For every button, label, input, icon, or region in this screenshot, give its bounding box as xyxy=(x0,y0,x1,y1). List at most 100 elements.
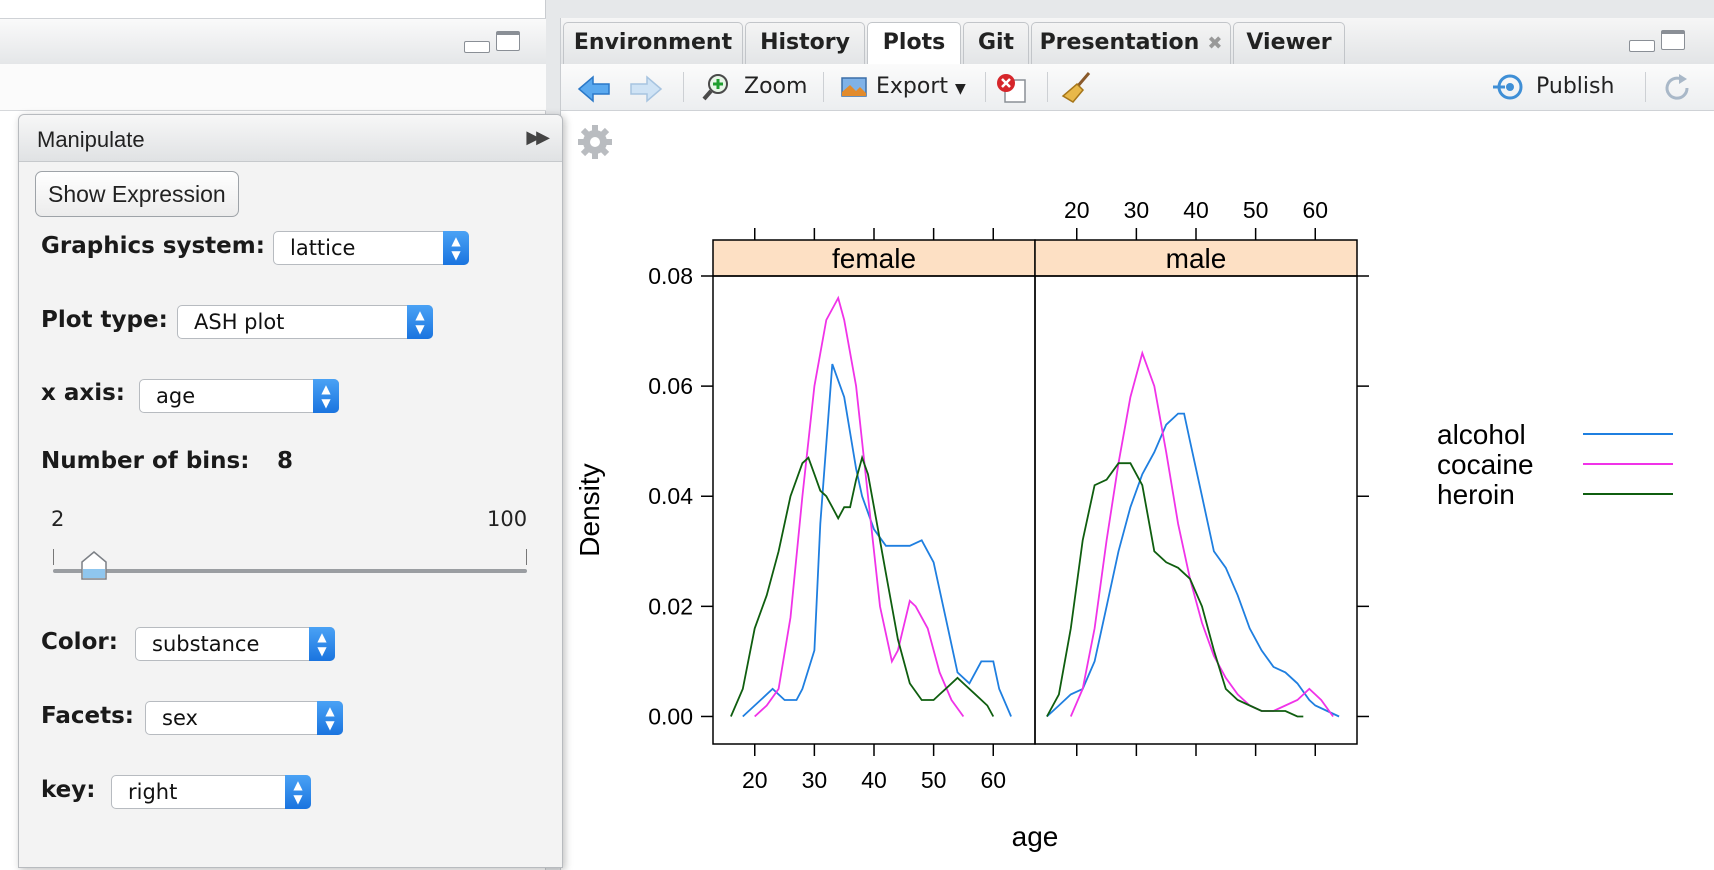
graphics-system-value: lattice xyxy=(290,236,356,260)
strip-label-male: male xyxy=(1166,243,1227,274)
minimize-icon[interactable] xyxy=(1629,40,1655,52)
tab-viewer[interactable]: Viewer xyxy=(1233,22,1345,64)
graphics-system-select[interactable]: lattice ▲ ▼ xyxy=(273,231,469,265)
plots-toolbar: Zoom Export ▼ Publi xyxy=(561,64,1714,111)
zoom-label: Zoom xyxy=(744,74,808,99)
line-female-alcohol xyxy=(742,363,1012,718)
tab-plots[interactable]: Plots xyxy=(867,22,961,65)
tab-history[interactable]: History xyxy=(745,22,865,64)
bins-slider-thumb[interactable] xyxy=(81,551,108,581)
forward-arrow-icon[interactable] xyxy=(629,72,663,106)
facets-select[interactable]: sex ▲ ▼ xyxy=(145,701,343,735)
source-pane-toolbar xyxy=(0,64,546,111)
export-button[interactable]: Export ▼ xyxy=(839,70,966,104)
line-female-cocaine xyxy=(754,295,965,718)
color-label: Color: xyxy=(41,629,118,655)
x-axis-value: age xyxy=(156,384,196,408)
minimize-icon[interactable] xyxy=(464,41,490,53)
maximize-icon[interactable] xyxy=(1661,30,1685,50)
clear-plots-broom-icon[interactable] xyxy=(1061,70,1095,104)
x-tick-label-bottom: 50 xyxy=(921,767,947,793)
line-male-cocaine xyxy=(1069,350,1334,718)
tab-presentation[interactable]: Presentation ✖ xyxy=(1031,22,1231,64)
color-value: substance xyxy=(152,632,260,656)
tab-git[interactable]: Git xyxy=(963,22,1029,64)
x-tick-label-top: 60 xyxy=(1302,197,1328,223)
refresh-icon[interactable] xyxy=(1661,71,1693,105)
y-tick-label: 0.04 xyxy=(648,483,693,509)
select-arrows-icon: ▲ ▼ xyxy=(285,775,311,809)
x-tick-label-bottom: 60 xyxy=(980,767,1006,793)
legend-label-cocaine: cocaine xyxy=(1437,449,1534,480)
collapse-icon[interactable]: ▶▶ xyxy=(526,127,550,147)
slider-min-tick xyxy=(53,549,54,565)
manipulate-header: Manipulate ▶▶ xyxy=(19,115,562,162)
strip-label-female: female xyxy=(832,243,916,274)
y-axis-label: Density xyxy=(574,463,605,556)
toolbar-separator xyxy=(1047,72,1048,102)
x-tick-label-bottom: 20 xyxy=(742,767,768,793)
x-axis-select[interactable]: age ▲ ▼ xyxy=(139,379,339,413)
gear-icon[interactable] xyxy=(575,122,615,162)
toolbar-separator xyxy=(683,72,684,102)
back-arrow-icon[interactable] xyxy=(577,72,611,106)
plot-type-value: ASH plot xyxy=(194,310,285,334)
key-label: key: xyxy=(41,777,96,803)
line-male-heroin xyxy=(1046,462,1304,718)
export-label: Export xyxy=(876,74,949,99)
select-arrows-icon: ▲ ▼ xyxy=(313,379,339,413)
select-arrows-icon: ▲ ▼ xyxy=(309,627,335,661)
x-tick-label-top: 40 xyxy=(1183,197,1209,223)
x-tick-label-bottom: 30 xyxy=(802,767,828,793)
source-pane-titlebar xyxy=(0,18,546,66)
line-male-alcohol xyxy=(1046,412,1340,718)
bins-slider[interactable] xyxy=(53,569,527,573)
zoom-button[interactable]: Zoom xyxy=(701,70,807,104)
zoom-icon xyxy=(702,74,728,101)
manipulate-title: Manipulate xyxy=(37,127,145,152)
number-of-bins-value: 8 xyxy=(277,448,294,474)
graphics-system-label: Graphics system: xyxy=(41,233,265,259)
remove-plot-icon[interactable] xyxy=(995,71,1029,105)
pane-tabbar: Environment History Plots Git Presentati… xyxy=(561,18,1714,65)
line-female-heroin xyxy=(730,454,995,717)
y-tick-label: 0.06 xyxy=(648,373,693,399)
legend-label-alcohol: alcohol xyxy=(1437,419,1526,450)
select-arrows-icon: ▲ ▼ xyxy=(407,305,433,339)
select-arrows-icon: ▲ ▼ xyxy=(443,231,469,265)
x-tick-label-top: 30 xyxy=(1124,197,1150,223)
publish-icon xyxy=(1493,74,1523,100)
x-axis-label: x axis: xyxy=(41,380,125,406)
select-arrows-icon: ▲ ▼ xyxy=(317,701,343,735)
x-tick-label-bottom: 40 xyxy=(861,767,887,793)
tab-environment[interactable]: Environment xyxy=(563,22,743,64)
y-tick-label: 0.02 xyxy=(648,593,693,619)
y-tick-label: 0.08 xyxy=(648,263,693,289)
manipulate-panel: Manipulate ▶▶ Show Expression Graphics s… xyxy=(18,114,563,868)
maximize-icon[interactable] xyxy=(496,31,520,51)
close-icon[interactable]: ✖ xyxy=(1207,33,1223,54)
x-tick-label-top: 50 xyxy=(1243,197,1269,223)
legend-label-heroin: heroin xyxy=(1437,479,1515,510)
plot-type-label: Plot type: xyxy=(41,307,168,333)
lattice-plot: female male 20 20 30 30 40 40 50 50 60 60 0.00 0.02 0.… xyxy=(574,197,1673,852)
show-expression-button[interactable]: Show Expression xyxy=(35,171,239,217)
x-tick-label-top: 20 xyxy=(1064,197,1090,223)
publish-button[interactable]: Publish xyxy=(1493,70,1614,104)
toolbar-separator xyxy=(1645,72,1646,102)
dropdown-caret-icon: ▼ xyxy=(955,81,966,97)
toolbar-separator xyxy=(823,72,824,102)
plots-pane: Environment History Plots Git Presentati… xyxy=(560,18,1714,870)
facets-label: Facets: xyxy=(41,703,134,729)
key-select[interactable]: right ▲ ▼ xyxy=(111,775,311,809)
plot-type-select[interactable]: ASH plot ▲ ▼ xyxy=(177,305,433,339)
toolbar-separator xyxy=(985,72,986,102)
x-axis-label: age xyxy=(1012,821,1059,852)
slider-min-label: 2 xyxy=(51,507,65,531)
publish-label: Publish xyxy=(1536,74,1615,99)
facets-value: sex xyxy=(162,706,198,730)
slider-max-label: 100 xyxy=(487,507,528,531)
color-select[interactable]: substance ▲ ▼ xyxy=(135,627,335,661)
panel-frame-male xyxy=(1034,275,1358,745)
y-tick-label: 0.00 xyxy=(648,703,693,729)
